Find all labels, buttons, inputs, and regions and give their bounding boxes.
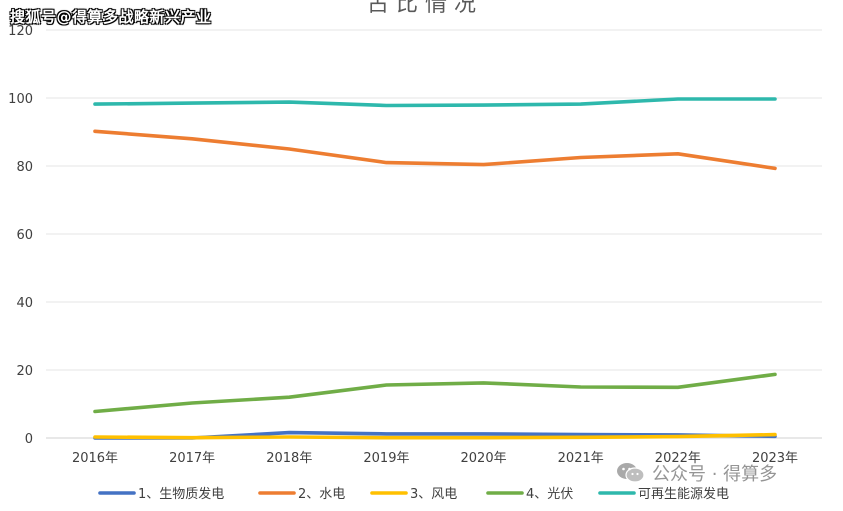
legend-label: 1、生物质发电 — [138, 486, 224, 502]
y-tick-label: 100 — [8, 92, 33, 107]
wechat-logo-icon — [617, 463, 645, 483]
gridlines — [46, 29, 822, 439]
y-tick-label: 60 — [16, 228, 33, 243]
x-tick-label: 2019年 — [363, 451, 409, 466]
x-tick-label: 2017年 — [169, 451, 215, 466]
y-tick-label: 80 — [16, 160, 33, 175]
legend-label: 4、光伏 — [526, 487, 573, 502]
y-tick-label: 0 — [25, 432, 33, 447]
x-tick-label: 2023年 — [752, 451, 798, 466]
series-line-4 — [93, 372, 777, 414]
y-tick-label: 40 — [16, 296, 33, 311]
y-axis-tick-labels: 0 20 40 60 80 100 120 — [8, 24, 33, 447]
series-line-3 — [93, 432, 777, 440]
chart-title: 占 比 情 况 — [367, 0, 476, 17]
x-tick-label: 2020年 — [461, 451, 507, 466]
watermark-top: 搜狐号@得算多战略新兴产业 — [10, 8, 212, 26]
x-tick-label: 2018年 — [266, 451, 312, 466]
y-tick-label: 120 — [8, 24, 33, 39]
x-axis-tick-labels: 2016年 2017年 2018年 2019年 2020年 2021年 2022年 2023年 — [72, 451, 798, 466]
x-tick-label: 2021年 — [558, 451, 604, 466]
watermark-bottom-text: 公众号 · 得算多 — [652, 464, 778, 485]
x-tick-label: 2016年 — [72, 451, 118, 466]
legend-label: 可再生能源发电 — [638, 486, 729, 502]
series-line-2 — [93, 129, 777, 171]
series-lines — [93, 97, 777, 440]
x-tick-label: 2022年 — [655, 451, 701, 466]
y-tick-label: 20 — [16, 364, 33, 379]
legend-label: 2、水电 — [298, 487, 345, 502]
legend-label: 3、风电 — [410, 487, 457, 502]
watermark-bottom: 公众号 · 得算多 — [616, 460, 777, 486]
legend: 1、生物质发电 2、水电 3、风电 4、光伏 可再生能源发电 — [98, 486, 729, 502]
series-line-5 — [93, 97, 777, 108]
